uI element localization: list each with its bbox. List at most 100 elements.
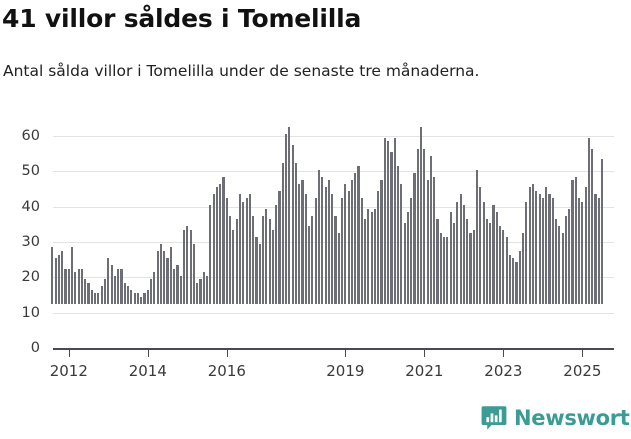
bar	[110, 265, 113, 304]
bar	[74, 272, 77, 304]
bar	[587, 137, 591, 304]
bar	[410, 198, 413, 304]
bar	[568, 208, 571, 304]
bar	[150, 279, 153, 304]
bar	[387, 141, 390, 304]
y-axis-tick-label: 10	[21, 304, 40, 321]
newsworthy-wordmark: Newsworthy	[514, 405, 631, 430]
gridline	[53, 136, 614, 137]
gridline	[53, 312, 614, 314]
bar	[466, 219, 469, 304]
plot-area	[0, 122, 631, 348]
bar	[436, 219, 439, 304]
bar	[275, 205, 278, 304]
bar	[169, 247, 172, 304]
bar	[176, 265, 179, 304]
bar	[578, 198, 581, 304]
bar	[475, 169, 479, 304]
x-axis-tick	[147, 350, 149, 357]
bar	[238, 194, 242, 304]
bar	[242, 201, 245, 304]
y-axis-tick-label: 20	[21, 269, 40, 286]
bar	[130, 289, 133, 304]
bar	[400, 183, 403, 304]
bar	[288, 127, 291, 304]
bar	[334, 215, 337, 304]
bar	[489, 222, 492, 304]
bar	[564, 215, 567, 304]
bar	[505, 236, 508, 304]
bar	[499, 226, 502, 304]
bar	[57, 254, 60, 304]
bar	[140, 296, 143, 304]
bar	[192, 243, 195, 304]
y-axis-tick-label: 40	[21, 198, 40, 215]
y-axis-tick-label: 30	[21, 234, 40, 250]
bar	[324, 187, 327, 304]
bar	[136, 293, 139, 304]
bar	[196, 282, 199, 304]
bar	[311, 215, 314, 304]
bar	[67, 268, 70, 304]
bar	[449, 212, 452, 304]
bar	[502, 229, 505, 304]
bar	[347, 190, 350, 304]
bar	[261, 215, 265, 304]
bar	[120, 268, 123, 304]
bar	[308, 226, 311, 304]
bar	[429, 155, 432, 304]
bar	[367, 208, 370, 304]
bar	[304, 194, 307, 304]
bar	[571, 180, 574, 304]
bar	[202, 272, 205, 304]
bar	[344, 183, 347, 304]
bar	[298, 183, 301, 304]
bar	[423, 148, 426, 304]
bar	[215, 187, 219, 304]
x-axis-tick-label: 2025	[563, 362, 602, 380]
bar	[156, 251, 159, 304]
bar	[354, 173, 357, 304]
bar	[97, 293, 100, 304]
bar	[179, 275, 182, 304]
y-axis-tick-label: 60	[21, 128, 40, 144]
bar	[71, 247, 74, 304]
bar	[331, 194, 334, 304]
bar	[479, 187, 482, 304]
bar	[163, 251, 166, 304]
x-axis-tick-label: 2014	[128, 362, 167, 380]
bar	[482, 201, 485, 304]
bar	[61, 251, 64, 304]
bar	[601, 159, 604, 304]
bar	[591, 148, 594, 304]
bar	[443, 236, 446, 304]
bar	[166, 258, 169, 304]
bar	[133, 293, 136, 304]
gridline	[53, 171, 614, 173]
x-axis-tick	[424, 350, 426, 357]
bar	[446, 236, 449, 304]
x-axis-tick-label: 2021	[405, 362, 444, 380]
x-axis-tick-label: 2019	[326, 362, 365, 380]
bar	[232, 229, 235, 304]
bar	[525, 201, 528, 304]
bar	[357, 166, 360, 304]
bar	[512, 258, 515, 304]
bar	[255, 236, 258, 304]
bar	[393, 137, 396, 304]
x-axis-tick	[582, 350, 584, 357]
page-title: 41 villor såldes i Tomelilla	[2, 4, 362, 33]
bar	[495, 212, 498, 304]
bar	[594, 194, 597, 304]
bar	[426, 180, 429, 304]
bar	[396, 166, 400, 304]
bar	[340, 198, 344, 304]
bar	[153, 272, 156, 304]
bar	[199, 279, 202, 304]
bar	[103, 279, 107, 304]
newsworthy-logo: Newsworthy	[481, 403, 631, 433]
bar	[492, 205, 495, 304]
bar	[561, 233, 564, 304]
bar	[350, 180, 353, 304]
